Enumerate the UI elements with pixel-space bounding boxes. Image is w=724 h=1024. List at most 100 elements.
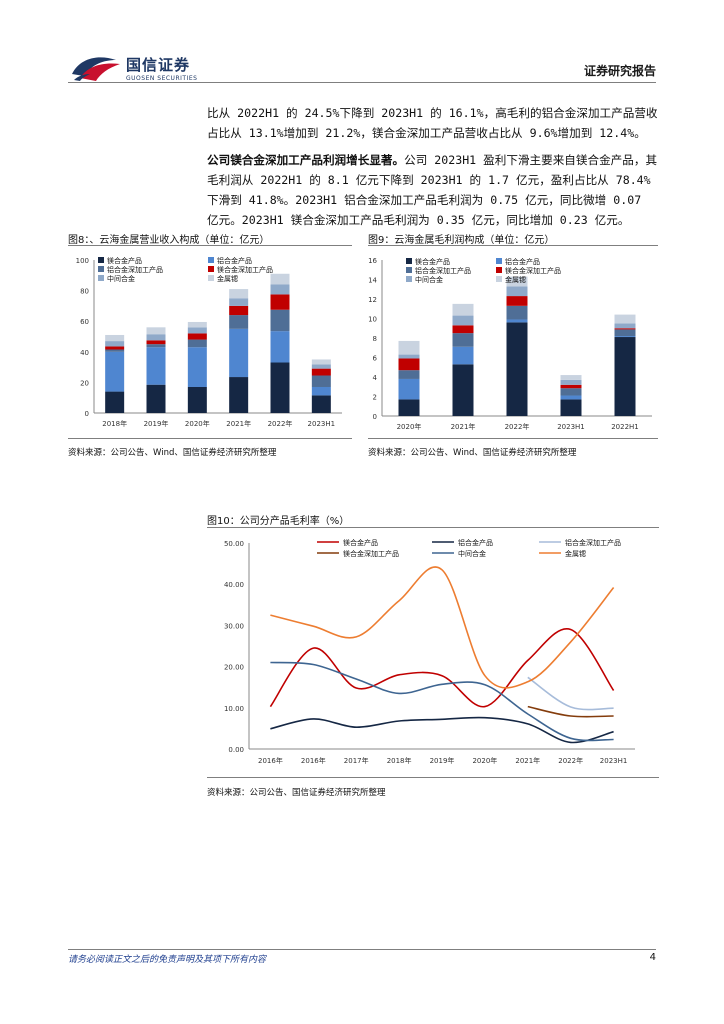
guosen-logo-icon <box>72 57 120 81</box>
y-tick-label: 30.00 <box>224 622 244 630</box>
y-tick-label: 20.00 <box>224 664 244 672</box>
x-tick-label: 2020年 <box>185 419 210 428</box>
legend-swatch <box>406 267 412 273</box>
page-number: 4 <box>649 952 656 963</box>
series-line <box>527 705 614 718</box>
figure10-source: 资料来源：公司公告、国信证券经济研究所整理 <box>207 788 386 798</box>
x-tick-label: 2016年 <box>258 756 283 765</box>
bar-segment <box>560 375 582 380</box>
legend-swatch <box>496 276 502 282</box>
legend-swatch <box>98 275 104 281</box>
x-tick-label: 2019年 <box>430 756 455 765</box>
bar-segment <box>187 333 207 340</box>
bar-segment <box>270 273 290 285</box>
x-tick-label: 2022年 <box>558 756 583 765</box>
y-tick-label: 60 <box>80 318 89 326</box>
bar-segment <box>560 388 582 396</box>
bar-segment <box>560 379 582 385</box>
legend-swatch <box>496 258 502 264</box>
y-tick-label: 0 <box>85 410 89 418</box>
bar-segment <box>187 327 207 334</box>
y-tick-label: 80 <box>80 288 89 296</box>
bar-segment <box>229 289 249 299</box>
bar-segment <box>105 334 125 342</box>
bar-segment <box>146 384 166 413</box>
legend-label: 镁合金产品 <box>415 257 450 266</box>
bar-segment <box>311 375 331 387</box>
legend-label: 铝合金产品 <box>458 538 493 547</box>
bar-segment <box>105 341 125 347</box>
bar-segment <box>229 328 249 378</box>
figure9-source: 资料来源：公司公告、Wind、国信证券经济研究所整理 <box>368 448 577 458</box>
paragraph-body: 公司 2023H1 盈利下滑主要来自镁合金产品，其毛利润从 2022H1 的 8… <box>207 153 658 227</box>
disclaimer-note: 请务必阅读正文之后的免责声明及其项下所有内容 <box>68 955 267 965</box>
bar-segment <box>229 305 249 316</box>
legend-label: 中间合金 <box>415 275 443 284</box>
series-line <box>527 676 614 711</box>
series-line <box>270 566 615 689</box>
legend-label: 铝合金深加工产品 <box>415 266 471 275</box>
bar-segment <box>187 339 207 348</box>
bar-segment <box>560 384 582 389</box>
bar-segment <box>311 364 331 369</box>
footer-rule <box>68 949 656 950</box>
bar-segment <box>452 325 474 334</box>
y-tick-label: 6 <box>373 355 378 363</box>
bar-segment <box>105 349 125 352</box>
bar-segment <box>311 368 331 376</box>
x-tick-label: 2016年 <box>301 756 326 765</box>
bar-segment <box>452 346 474 365</box>
bar-segment <box>311 395 331 413</box>
legend-label: 镁合金产品 <box>107 256 142 265</box>
legend-swatch <box>98 266 104 272</box>
bar-segment <box>452 333 474 347</box>
bar-segment <box>311 359 331 365</box>
bar-segment <box>146 327 166 335</box>
header: 国信证券 GUOSEN SECURITIES 证券研究报告 <box>0 0 724 90</box>
y-tick-label: 8 <box>373 335 377 343</box>
x-tick-label: 2023H1 <box>557 423 585 431</box>
legend-label: 铝合金产品 <box>505 257 540 266</box>
x-tick-label: 2020年 <box>472 756 497 765</box>
legend-swatch <box>208 266 214 272</box>
legend-label: 铝合金深加工产品 <box>107 265 163 274</box>
y-tick-label: 2 <box>373 394 377 402</box>
x-tick-label: 2021年 <box>226 419 251 428</box>
bar-segment <box>560 399 582 416</box>
bar-segment <box>187 321 207 328</box>
figure9-caption: 图9：云海金属毛利润构成（单位：亿元） <box>368 235 555 246</box>
bar-segment <box>270 294 290 310</box>
bar-segment <box>105 391 125 413</box>
series-line <box>270 661 614 742</box>
report-type: 证券研究报告 <box>583 64 656 78</box>
y-tick-label: 14 <box>368 277 377 285</box>
figure10-rule <box>207 527 659 528</box>
bar-segment <box>311 386 331 396</box>
legend-label: 金属锶 <box>217 274 238 283</box>
bar-segment <box>452 364 474 416</box>
bar-segment <box>614 314 636 324</box>
bar-segment <box>560 395 582 400</box>
legend-label: 中间合金 <box>107 274 135 283</box>
figure8-caption: 图8：、云海金属营业收入构成（单位：亿元） <box>68 235 270 246</box>
y-tick-label: 40 <box>80 349 89 357</box>
legend-swatch <box>406 276 412 282</box>
figure10-caption: 图10：公司分产品毛利率（%） <box>207 516 350 527</box>
bar-segment <box>506 305 528 320</box>
bar-segment <box>270 309 290 332</box>
legend-label: 铝合金深加工产品 <box>565 538 621 547</box>
y-tick-label: 10 <box>368 316 377 324</box>
x-tick-label: 2023H1 <box>600 757 628 765</box>
legend-label: 镁合金产品 <box>343 538 378 547</box>
y-tick-label: 10.00 <box>224 705 244 713</box>
bar-segment <box>506 296 528 306</box>
legend-swatch <box>98 257 104 263</box>
bar-segment <box>506 286 528 297</box>
y-tick-label: 4 <box>373 374 378 382</box>
y-tick-label: 100 <box>76 257 89 265</box>
paragraph-lead: 公司镁合金深加工产品利润增长显著。 <box>207 153 405 167</box>
bar-segment <box>614 337 636 416</box>
y-tick-label: 0 <box>373 413 377 421</box>
x-tick-label: 2018年 <box>102 419 127 428</box>
legend-label: 镁合金深加工产品 <box>217 265 273 274</box>
